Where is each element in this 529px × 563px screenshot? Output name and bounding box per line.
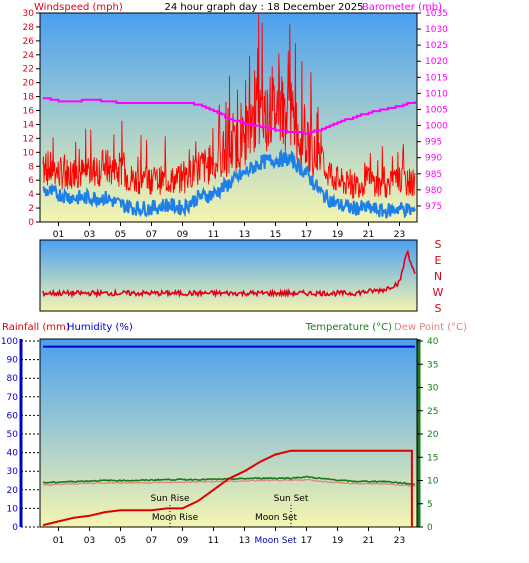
bottom-plot-area: [39, 338, 418, 528]
windspeed-tick-label: 26: [23, 37, 35, 47]
rainfall-series-line: [42, 449, 413, 527]
direction-plot-area: [39, 239, 418, 312]
temp-tick-label: 25: [427, 407, 438, 417]
direction-label: W: [433, 286, 444, 299]
barometer-tick-label: 990: [425, 154, 442, 164]
windspeed-tick-label: 18: [23, 93, 35, 103]
direction-label: N: [434, 270, 442, 283]
windspeed-tick-label: 10: [23, 148, 35, 158]
time-tick-label: 01: [53, 230, 64, 240]
time-tick-label: 05: [115, 230, 126, 240]
time-tick-label: 23: [394, 536, 405, 546]
rain-tick-label: 50: [7, 430, 19, 440]
temp-tick-label: 30: [427, 384, 439, 394]
direction-series-line: [42, 249, 416, 299]
rainfall-axis-label: Rainfall (mm): [2, 322, 70, 333]
barometer-tick-label: 1000: [425, 122, 448, 132]
time-tick-label: Moon Set: [254, 536, 297, 546]
direction-label: S: [435, 238, 442, 251]
time-tick-label: 11: [208, 230, 219, 240]
gust-series-line: [42, 14, 416, 199]
time-tick-label: 21: [363, 536, 374, 546]
time-tick-label: 21: [363, 230, 374, 240]
windspeed-tick-label: 6: [28, 176, 34, 186]
rain-tick-label: 100: [1, 337, 18, 347]
time-tick-label: 03: [84, 536, 95, 546]
moon-rise-label: Moon Rise: [152, 513, 199, 523]
barometer-tick-label: 980: [425, 186, 442, 196]
dewpoint-series-line: [42, 478, 416, 488]
windspeed-tick-label: 14: [23, 120, 35, 130]
time-tick-label: 07: [146, 230, 157, 240]
barometer-tick-label: 1025: [425, 41, 448, 51]
windspeed-tick-label: 22: [23, 65, 34, 75]
temp-tick-label: 5: [427, 500, 433, 510]
dewpoint-axis-label: Dew Point (°C): [394, 322, 467, 333]
temp-tick-label: 0: [427, 523, 433, 533]
humidity-axis-label: Humidity (%): [67, 322, 133, 333]
windspeed-tick-label: 8: [28, 162, 34, 172]
time-tick-label: 09: [177, 536, 189, 546]
rain-tick-label: 0: [12, 523, 18, 533]
windspeed-tick-label: 24: [23, 51, 35, 61]
direction-label: S: [435, 302, 442, 315]
time-tick-label: 13: [239, 536, 250, 546]
time-tick-label: 09: [177, 230, 189, 240]
rain-tick-label: 60: [7, 411, 19, 421]
time-tick-label: 19: [332, 536, 344, 546]
time-tick-label: 17: [301, 230, 312, 240]
barometer-tick-label: 1015: [425, 73, 448, 83]
windspeed-tick-label: 4: [28, 190, 34, 200]
chart-title: 24 hour graph day : 18 December 2025: [165, 2, 364, 13]
windspeed-axis-label: Windspeed (mph): [34, 2, 123, 13]
rain-tick-label: 30: [7, 467, 19, 477]
windspeed-tick-label: 12: [23, 134, 34, 144]
barometer-tick-label: 1005: [425, 105, 448, 115]
time-tick-label: 11: [208, 536, 219, 546]
temp-tick-label: 40: [427, 337, 439, 347]
barometer-tick-label: 1035: [425, 9, 448, 19]
barometer-tick-label: 985: [425, 170, 442, 180]
time-tick-label: 23: [394, 230, 405, 240]
windspeed-tick-label: 16: [23, 107, 35, 117]
barometer-tick-label: 1020: [425, 57, 448, 67]
windspeed-tick-label: 30: [23, 9, 35, 19]
barometer-series-line: [43, 97, 416, 135]
time-tick-label: 03: [84, 230, 95, 240]
barometer-tick-label: 995: [425, 138, 442, 148]
time-tick-label: 01: [53, 536, 64, 546]
temp-tick-label: 20: [427, 430, 439, 440]
time-tick-label: 15: [270, 230, 281, 240]
barometer-tick-label: 1030: [425, 25, 448, 35]
time-tick-label: 17: [301, 536, 312, 546]
windspeed-tick-label: 2: [28, 204, 34, 214]
rain-tick-label: 90: [7, 356, 19, 366]
sun-rise-label: Sun Rise: [151, 494, 190, 504]
rain-tick-label: 70: [7, 393, 19, 403]
time-tick-label: 13: [239, 230, 250, 240]
temp-tick-label: 10: [427, 477, 439, 487]
windspeed-tick-label: 20: [23, 79, 35, 89]
rain-tick-label: 10: [7, 504, 19, 514]
time-tick-label: 19: [332, 230, 344, 240]
windspeed-tick-label: 0: [28, 218, 34, 228]
average-series-line: [42, 148, 416, 219]
rain-tick-label: 40: [7, 449, 19, 459]
rain-tick-label: 20: [7, 486, 19, 496]
rain-tick-label: 80: [7, 374, 19, 384]
temp-tick-label: 15: [427, 453, 438, 463]
barometer-tick-label: 1010: [425, 89, 448, 99]
barometer-axis-label: Barometer (mb): [362, 2, 442, 13]
temperature-axis-label: Temperature (°C): [305, 322, 392, 333]
moon-set-label: Moon Set: [255, 513, 298, 523]
barometer-tick-label: 975: [425, 202, 442, 212]
time-tick-label: 07: [146, 536, 157, 546]
temp-tick-label: 35: [427, 360, 438, 370]
sun-set-label: Sun Set: [274, 494, 309, 504]
windspeed-tick-label: 28: [23, 23, 35, 33]
time-tick-label: 05: [115, 536, 126, 546]
direction-label: E: [435, 254, 442, 267]
